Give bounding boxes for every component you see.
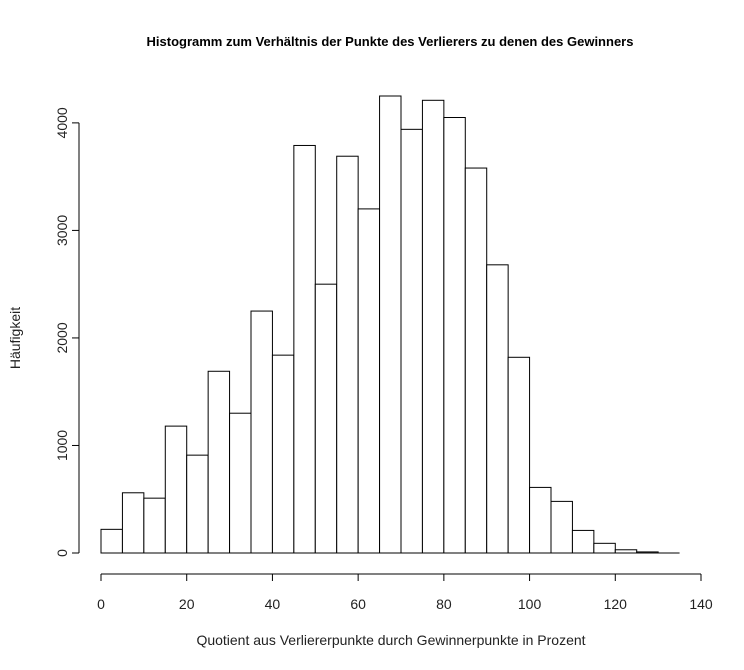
histogram-bar [229,412,252,554]
histogram-bar [207,370,231,554]
x-tick-label: 80 [436,596,452,612]
histogram-bar [100,528,123,554]
histogram-bar [121,492,145,554]
x-tick-label: 60 [350,596,366,612]
y-tick-label: 3000 [54,215,70,246]
histogram-bar [529,486,552,554]
histogram-bar [336,155,359,554]
histogram-bar [636,551,659,554]
x-axis-label: Quotient aus Verliererpunkte durch Gewin… [196,632,585,648]
histogram-bar [379,95,402,554]
histogram-bar [614,549,638,554]
histogram-bar [186,454,209,554]
histogram-bar [164,425,188,554]
histogram-bar [507,356,531,554]
x-tick-label: 100 [518,596,542,612]
y-axis: 0 1000 2000 3000 4000 [54,107,80,557]
x-tick-label: 0 [97,596,105,612]
histogram-bar [486,264,509,554]
histogram-bar [421,99,445,554]
bars-group [100,95,680,554]
x-tick-label: 140 [689,596,713,612]
y-tick-label: 4000 [54,107,70,138]
histogram-bar [293,144,316,554]
x-axis: 0 20 40 60 80 100 120 140 [97,573,713,612]
histogram-bar [314,283,338,554]
y-tick-label: 0 [54,549,70,557]
x-tick-label: 40 [265,596,281,612]
y-axis-label: Häufigkeit [7,307,23,369]
y-tick-label: 1000 [54,430,70,461]
x-tick-label: 20 [179,596,195,612]
histogram-bar [571,529,595,554]
histogram-bar [143,497,166,554]
histogram-bar [271,354,295,554]
chart-title: Histogramm zum Verhältnis der Punkte des… [147,34,634,49]
x-tick-label: 120 [604,596,628,612]
histogram-bar [400,128,423,554]
y-tick-label: 2000 [54,322,70,353]
histogram-bar [550,500,573,554]
histogram-bar [464,167,488,554]
histogram-bar [443,117,466,554]
histogram-bar [593,542,616,554]
histogram-bar [250,310,273,554]
histogram-bar [357,208,381,554]
